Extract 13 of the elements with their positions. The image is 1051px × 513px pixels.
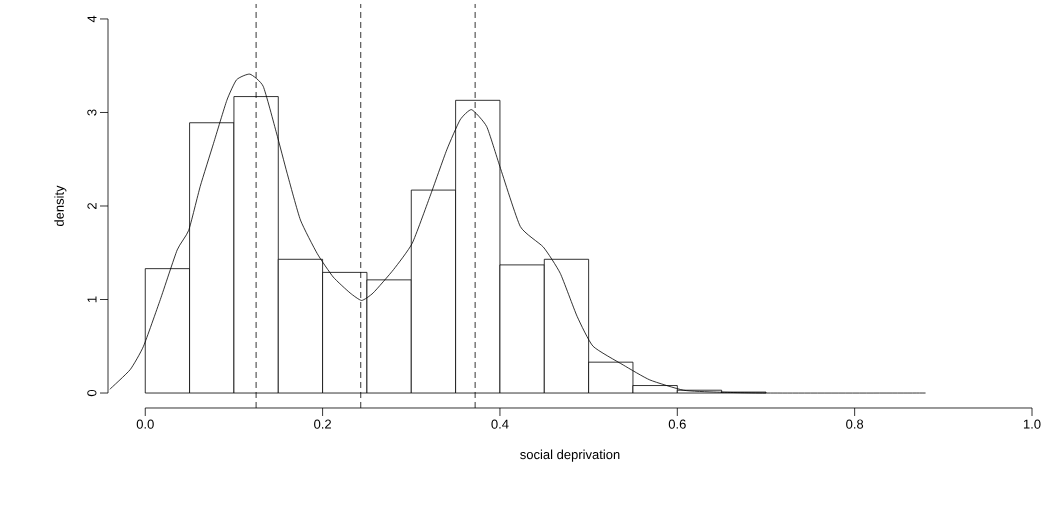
y-tick-label: 2 — [87, 203, 97, 209]
x-tick-label: 0.0 — [136, 419, 154, 429]
y-axis-title: density — [54, 185, 67, 227]
y-tick-label: 3 — [87, 109, 97, 116]
x-axis-title: social deprivation — [520, 449, 620, 462]
y-tick-label: 1 — [87, 296, 97, 303]
x-tick-label: 0.2 — [314, 419, 331, 429]
y-tick-label: 4 — [87, 15, 97, 23]
x-tick-label: 0.4 — [491, 419, 509, 429]
y-tick-label: 0 — [87, 389, 97, 397]
x-tick-label: 0.8 — [846, 419, 864, 429]
x-tick-label: 0.6 — [668, 419, 686, 429]
x-tick-label: 1.0 — [1023, 419, 1041, 429]
